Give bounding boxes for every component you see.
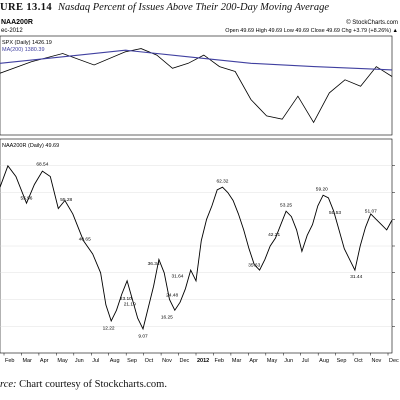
figure-caption: Nasdaq Percent of Issues Above Their 200…	[58, 2, 330, 13]
value-annotation: 55.28	[60, 197, 72, 203]
x-tick-label: Sep	[337, 358, 347, 364]
value-annotation: 21.19	[124, 301, 136, 307]
x-tick-label: Feb	[214, 358, 223, 364]
value-annotation: 12.22	[103, 325, 115, 331]
figure-source: rce: Chart courtesy of Stockcharts.com.	[0, 379, 167, 390]
value-annotation: 50.53	[329, 210, 341, 216]
value-annotation: 62.32	[216, 178, 228, 184]
value-annotation: 36.34	[148, 261, 160, 267]
value-annotation: 9.07	[138, 334, 148, 340]
price-series-line-0	[0, 48, 393, 124]
source-label: rce:	[0, 379, 17, 390]
x-tick-label: Dec	[180, 358, 190, 364]
value-annotation: 68.54	[36, 162, 48, 168]
indicator-legend: NAA200R (Daily) 49.69	[2, 143, 59, 149]
chart-attribution: © StockCharts.com	[346, 19, 398, 26]
value-annotation: 35.63	[248, 263, 260, 269]
x-tick-label: Oct	[145, 358, 154, 364]
x-tick-label: Apr	[249, 358, 258, 364]
x-tick-label: Mar	[22, 358, 32, 364]
stockcharts-chart: NAA200R ec-2012 © StockCharts.com Open 4…	[0, 17, 400, 377]
x-tick-label: Oct	[354, 358, 363, 364]
value-annotation: 53.25	[280, 203, 292, 209]
x-tick-label: Dec	[389, 358, 399, 364]
figure-title: URE 13.14 Nasdaq Percent of Issues Above …	[0, 2, 400, 16]
price-panel-frame	[0, 35, 393, 136]
value-annotation: 59.20	[316, 187, 328, 193]
x-tick-label: Aug	[319, 358, 329, 364]
value-annotation: 40.65	[79, 236, 91, 242]
value-annotation: 31.44	[350, 274, 362, 280]
indicator-panel: NAA200R (Daily) 49.69 68.54 55.96 55.28 40.6…	[0, 138, 395, 354]
x-axis: Feb Mar Apr May Jun Jul Aug Sep Oct Nov Dec 2012 Feb…	[3, 353, 399, 364]
x-tick-label: Jul	[92, 358, 99, 364]
value-annotation: 51.07	[365, 208, 377, 214]
value-annotation: 55.96	[20, 195, 32, 201]
x-tick-label: Jun	[284, 358, 293, 364]
chart-symbol: NAA200R	[1, 19, 33, 26]
price-legend-0: SPX (Daily) 1426.19	[2, 40, 52, 46]
value-annotation: 16.25	[161, 315, 173, 321]
source-text: Chart courtesy of Stockcharts.com.	[19, 379, 167, 390]
x-tick-label: Feb	[5, 358, 14, 364]
x-tick-label: Sep	[127, 358, 137, 364]
indicator-series-line	[0, 164, 393, 331]
x-tick-label: Apr	[40, 358, 49, 364]
x-tick-label: Jun	[75, 358, 84, 364]
x-tick-label: May	[57, 358, 68, 364]
value-annotation: 24.48	[166, 293, 178, 299]
chart-header: NAA200R ec-2012 © StockCharts.com Open 4…	[1, 19, 398, 34]
value-annotation: 23.10	[120, 296, 132, 302]
x-tick-label: Aug	[110, 358, 120, 364]
chart-ohlc: Open 49.69 High 49.69 Low 49.69 Close 49…	[225, 28, 398, 34]
x-tick-label: 2012	[197, 358, 209, 364]
x-tick-label: May	[267, 358, 278, 364]
x-tick-label: Nov	[162, 358, 172, 364]
price-legend-1: MA(200) 1380.39	[2, 47, 45, 53]
figure-number: URE 13.14	[0, 2, 53, 13]
x-tick-label: Jul	[302, 358, 309, 364]
chart-date: ec-2012	[1, 28, 23, 34]
value-annotation: 42.21	[268, 232, 280, 238]
value-annotation: 31.64	[171, 273, 183, 279]
x-tick-label: Nov	[372, 358, 382, 364]
chart-background	[0, 17, 400, 377]
price-series-line-1	[0, 49, 393, 71]
x-tick-label: Mar	[232, 358, 242, 364]
